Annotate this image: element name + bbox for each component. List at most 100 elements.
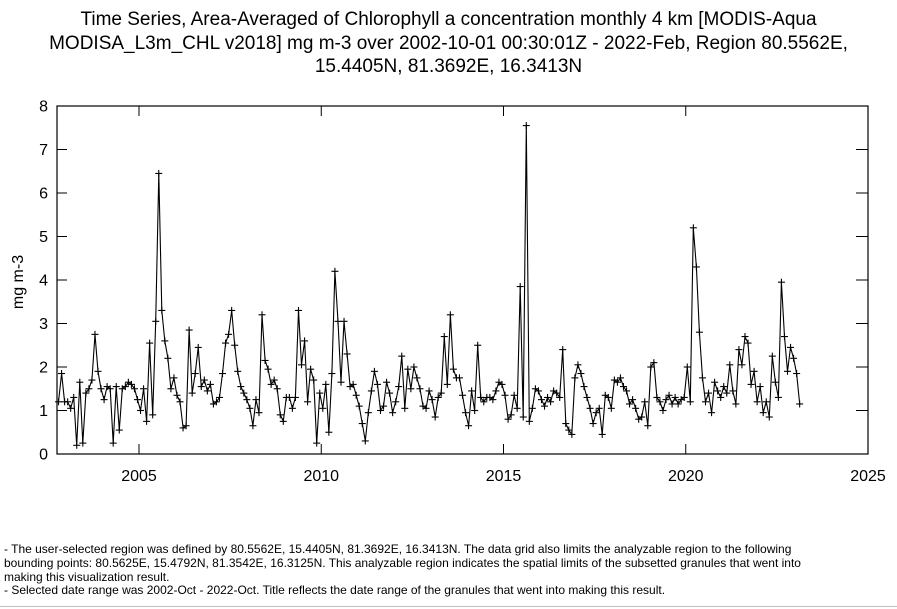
data-point	[133, 396, 141, 404]
data-point	[771, 378, 779, 386]
caption-line: - Selected date range was 2002-Oct - 202…	[4, 583, 666, 598]
data-point	[626, 400, 634, 408]
data-point	[140, 385, 148, 393]
data-point	[768, 352, 776, 360]
data-point	[255, 409, 263, 417]
data-point	[641, 398, 649, 406]
data-point	[562, 420, 570, 428]
data-point	[392, 398, 400, 406]
data-point	[100, 396, 108, 404]
data-point	[267, 380, 275, 388]
data-point	[723, 389, 731, 397]
data-point	[121, 383, 129, 391]
data-point	[556, 393, 564, 401]
data-point	[337, 378, 345, 386]
series-line	[57, 125, 801, 446]
data-point	[565, 426, 573, 434]
data-point	[492, 387, 500, 395]
x-tick-label: 2005	[121, 468, 157, 485]
data-point	[115, 426, 123, 434]
y-axis-label: mg m-3	[10, 255, 27, 309]
data-point	[401, 404, 409, 412]
caption-line: making this visualization result.	[4, 569, 170, 584]
y-tick-label: 6	[39, 186, 48, 203]
data-point	[343, 350, 351, 358]
data-point	[774, 393, 782, 401]
data-point	[285, 393, 293, 401]
data-point	[732, 400, 740, 408]
data-point	[383, 378, 391, 386]
data-point	[97, 385, 105, 393]
data-point	[695, 328, 703, 336]
data-point	[446, 311, 454, 319]
data-point	[616, 374, 624, 382]
data-point	[370, 367, 378, 375]
data-point	[146, 339, 154, 347]
x-tick-label: 2025	[850, 468, 886, 485]
y-tick-label: 7	[39, 142, 48, 159]
y-tick-label: 8	[39, 99, 48, 116]
data-point	[583, 393, 591, 401]
data-point	[692, 263, 700, 271]
y-tick-label: 3	[39, 316, 48, 333]
data-point	[586, 404, 594, 412]
data-point	[58, 370, 66, 378]
data-point	[632, 404, 640, 412]
data-point	[489, 396, 497, 404]
data-point	[358, 420, 366, 428]
data-point	[304, 398, 312, 406]
data-point	[237, 383, 245, 391]
data-point	[698, 374, 706, 382]
data-point	[498, 380, 506, 388]
data-point	[307, 365, 315, 373]
data-point	[574, 361, 582, 369]
data-point	[459, 391, 466, 399]
y-tick-label: 2	[39, 360, 48, 377]
y-tick-label: 5	[39, 229, 48, 246]
data-point	[735, 346, 743, 354]
y-tick-label: 0	[39, 447, 48, 464]
data-point	[152, 317, 160, 325]
data-point	[155, 169, 163, 177]
data-point	[525, 417, 533, 425]
data-point	[577, 370, 585, 378]
data-point	[759, 409, 767, 417]
data-point	[225, 330, 233, 338]
data-point	[604, 393, 612, 401]
data-point	[416, 385, 424, 393]
data-point	[750, 367, 758, 375]
data-point	[352, 391, 360, 399]
data-point	[501, 391, 509, 399]
data-point	[656, 398, 664, 406]
data-point	[82, 389, 90, 397]
data-point	[507, 411, 515, 419]
data-point	[568, 430, 576, 438]
data-point	[717, 393, 725, 401]
data-point	[720, 383, 728, 391]
footer-divider	[0, 606, 897, 607]
data-point	[109, 439, 117, 447]
data-point	[376, 407, 384, 414]
data-point	[689, 224, 697, 232]
data-point	[686, 398, 694, 406]
data-point	[188, 389, 196, 397]
data-point	[705, 389, 713, 397]
data-point	[386, 389, 394, 397]
data-point	[231, 341, 239, 349]
data-point	[711, 378, 719, 386]
data-point	[85, 385, 93, 393]
data-point	[191, 370, 199, 378]
data-point	[422, 404, 430, 412]
data-point	[738, 361, 746, 369]
data-point	[325, 428, 333, 436]
data-point	[361, 437, 369, 445]
data-point	[756, 383, 764, 391]
data-point	[197, 383, 205, 391]
data-point	[252, 396, 260, 404]
data-point	[471, 407, 479, 414]
data-point	[665, 391, 673, 399]
data-point	[404, 365, 412, 373]
data-point	[243, 396, 251, 404]
data-point	[516, 283, 524, 291]
caption-line: - The user-selected region was defined b…	[4, 542, 792, 556]
